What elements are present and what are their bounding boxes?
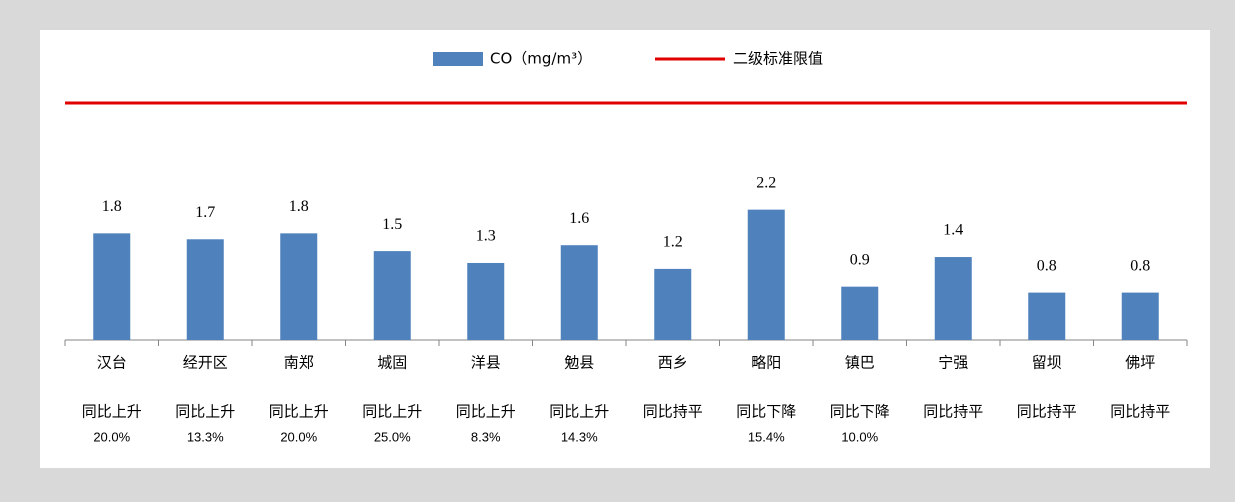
trend-note: 同比上升	[175, 403, 235, 421]
x-tick-label: 汉台	[97, 354, 127, 372]
bar	[654, 268, 692, 340]
change-note: 10.0%	[841, 429, 878, 444]
bar	[747, 209, 785, 340]
data-label: 1.5	[382, 216, 402, 233]
data-label: 1.4	[943, 222, 963, 239]
trend-note: 同比持平	[923, 403, 983, 421]
bar	[1028, 292, 1066, 340]
change-note: 8.3%	[471, 429, 501, 444]
bar	[280, 233, 318, 340]
x-tick-label: 南郑	[284, 354, 314, 372]
legend-label: 二级标准限值	[733, 50, 823, 68]
trend-note: 同比下降	[736, 403, 796, 421]
trend-note: 同比上升	[269, 403, 329, 421]
x-tick-label: 宁强	[938, 354, 968, 372]
x-tick-label: 略阳	[751, 354, 781, 372]
trend-note: 同比持平	[1017, 403, 1077, 421]
legend-swatch	[433, 52, 483, 66]
x-tick-label: 镇巴	[845, 354, 875, 372]
data-label: 0.9	[850, 251, 870, 268]
trend-note: 同比下降	[830, 403, 890, 421]
data-label: 1.2	[663, 234, 683, 251]
trend-note: 同比上升	[362, 403, 422, 421]
trend-note: 同比上升	[82, 403, 142, 421]
trend-note: 同比上升	[456, 403, 516, 421]
bar	[841, 286, 879, 340]
bar	[467, 262, 505, 340]
change-note: 14.3%	[561, 429, 598, 444]
data-label: 0.8	[1130, 257, 1150, 274]
data-label: 1.8	[102, 198, 122, 215]
bar	[93, 233, 131, 340]
x-tick-label: 佛坪	[1125, 354, 1155, 372]
bar	[934, 257, 972, 340]
data-label: 1.7	[195, 204, 215, 221]
change-note: 20.0%	[93, 429, 130, 444]
change-note: 25.0%	[374, 429, 411, 444]
bar	[560, 245, 598, 340]
x-tick-label: 留坝	[1032, 354, 1062, 372]
change-note: 20.0%	[280, 429, 317, 444]
trend-note: 同比持平	[643, 403, 703, 421]
bar	[186, 239, 224, 340]
bar	[1121, 292, 1159, 340]
change-note: 15.4%	[748, 429, 785, 444]
bar	[373, 251, 411, 340]
x-tick-label: 勉县	[564, 354, 594, 372]
legend-label: CO（mg/m³）	[490, 50, 592, 68]
data-label: 1.3	[476, 228, 496, 245]
data-label: 1.8	[289, 198, 309, 215]
data-label: 1.6	[569, 210, 589, 227]
trend-note: 同比上升	[549, 403, 609, 421]
x-tick-label: 城固	[377, 354, 407, 372]
x-tick-label: 经开区	[183, 354, 228, 372]
x-tick-label: 洋县	[471, 354, 501, 372]
trend-note: 同比持平	[1110, 403, 1170, 421]
change-note: 13.3%	[187, 429, 224, 444]
x-tick-label: 西乡	[658, 354, 688, 372]
data-label: 2.2	[756, 174, 776, 191]
data-label: 0.8	[1037, 257, 1057, 274]
